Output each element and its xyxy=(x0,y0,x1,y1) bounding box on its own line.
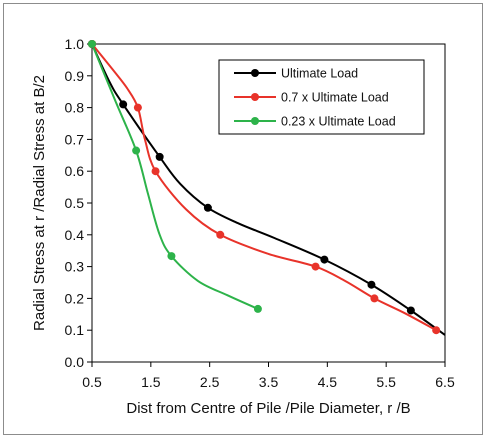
data-point-0-7-x-ultimate-load xyxy=(216,230,225,239)
legend-label-0-23-ultimate-load: 0.23 x Ultimate Load xyxy=(281,115,396,129)
y-tick-label: 0.6 xyxy=(65,163,85,179)
data-point-ultimate-load xyxy=(406,306,415,315)
data-point-ultimate-load xyxy=(203,203,212,212)
x-tick-label: 5.5 xyxy=(376,374,396,390)
y-tick-label: 0.0 xyxy=(65,354,85,370)
y-tick-label: 0.2 xyxy=(65,290,85,306)
x-tick-label: 4.5 xyxy=(318,374,338,390)
tick-labels: 0.0 0.1 0.2 0.3 0.4 0.5 0.6 0.7 0.8 0.9 1.0 0.5 1.5 2… xyxy=(65,36,455,390)
data-point-ultimate-load xyxy=(367,280,376,289)
y-tick-label: 0.5 xyxy=(65,195,85,211)
axis-ticks xyxy=(87,43,446,367)
x-tick-label: 2.5 xyxy=(200,374,220,390)
legend-marker-0-7-ultimate-load xyxy=(251,93,259,101)
data-point-0-23-x-ultimate-load xyxy=(88,40,96,48)
series-line-0-23-x-ultimate-load xyxy=(91,43,259,310)
data-point-ultimate-load xyxy=(155,152,164,161)
legend: Ultimate Load 0.7 x Ultimate Load 0.23 x… xyxy=(218,59,425,135)
legend-label-0-7-ultimate-load: 0.7 x Ultimate Load xyxy=(281,91,389,105)
y-tick-label: 0.3 xyxy=(65,259,85,275)
y-axis-title: Radial Stress at r /Radial Stress at B/2 xyxy=(31,75,48,331)
data-point-0-7-x-ultimate-load xyxy=(311,262,320,271)
x-tick-label: 3.5 xyxy=(259,374,279,390)
y-tick-label: 0.7 xyxy=(65,131,85,147)
legend-marker-ultimate-load xyxy=(251,69,259,77)
legend-marker-0-23-ultimate-load xyxy=(251,117,259,125)
data-point-0-7-x-ultimate-load xyxy=(432,326,441,335)
y-tick-label: 1.0 xyxy=(65,36,85,52)
data-point-ultimate-load xyxy=(119,100,128,109)
series-markers xyxy=(88,40,441,335)
data-point-ultimate-load xyxy=(320,255,329,264)
x-tick-label: 1.5 xyxy=(141,374,161,390)
data-point-0-7-x-ultimate-load xyxy=(151,167,160,176)
y-tick-label: 0.1 xyxy=(65,322,85,338)
y-tick-label: 0.9 xyxy=(65,68,85,84)
legend-label-ultimate-load: Ultimate Load xyxy=(281,67,358,81)
data-point-0-7-x-ultimate-load xyxy=(370,294,379,303)
data-point-0-23-x-ultimate-load xyxy=(253,304,262,313)
x-axis-title: Dist from Centre of Pile /Pile Diameter,… xyxy=(126,400,410,417)
x-tick-label: 6.5 xyxy=(435,374,455,390)
y-tick-label: 0.4 xyxy=(65,227,85,243)
data-point-0-23-x-ultimate-load xyxy=(132,146,141,155)
data-point-0-7-x-ultimate-load xyxy=(133,103,142,112)
x-tick-label: 0.5 xyxy=(82,374,102,390)
data-point-0-23-x-ultimate-load xyxy=(167,252,176,261)
y-tick-label: 0.8 xyxy=(65,100,85,116)
